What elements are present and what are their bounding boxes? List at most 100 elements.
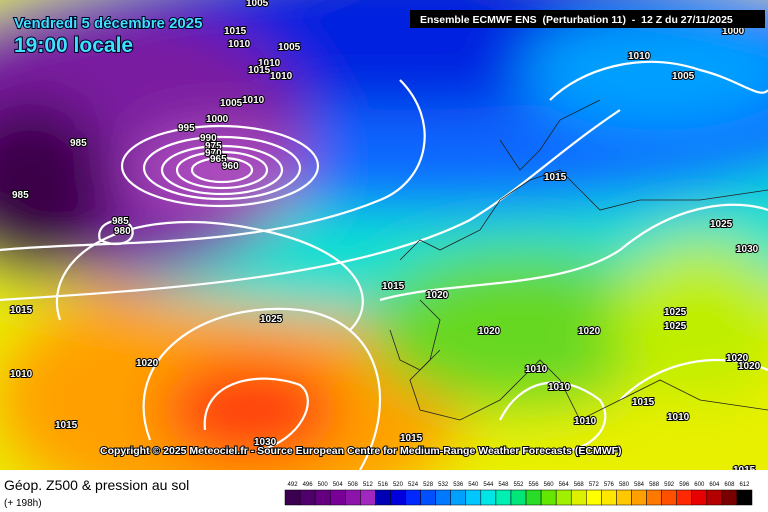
color-scale: 492 496 500 504 508 512 516 520 524 528 532 536 540 5… <box>284 482 753 506</box>
scale-label: 508 <box>348 482 359 488</box>
scale-swatch <box>405 489 421 506</box>
isobar-label: 990 <box>200 133 217 144</box>
isobar-label: 1015 <box>248 65 271 76</box>
scale-label: 588 <box>649 482 660 488</box>
scale-swatch <box>736 489 753 506</box>
scale-swatch <box>616 489 632 506</box>
isobar-label: 1025 <box>664 321 687 332</box>
isobar-label: 1000 <box>206 114 229 125</box>
isobar-label: 1015 <box>10 305 33 316</box>
isobar-label: 1000 <box>722 26 745 37</box>
scale-swatch <box>390 489 406 506</box>
scale-swatch <box>691 489 708 506</box>
model-info: Ensemble ECMWF ENS (Perturbation 11) - 1… <box>420 14 733 26</box>
isobar-label: 1005 <box>246 0 269 9</box>
coastlines <box>389 99 768 421</box>
scale-swatch <box>706 489 723 506</box>
isobar-label: 965 <box>210 154 227 165</box>
isobar-label: 1005 <box>672 71 695 82</box>
time: 19:00 locale <box>14 34 133 57</box>
scale-swatch <box>555 489 572 506</box>
scale-swatch <box>676 489 692 506</box>
isobar-label: 1010 <box>270 71 293 82</box>
scale-label: 504 <box>333 482 344 488</box>
scale-swatch <box>465 489 482 506</box>
isobar-label: 985 <box>70 138 87 149</box>
scale-swatch <box>420 489 436 506</box>
scale-label: 580 <box>619 482 630 488</box>
isobar-lines <box>0 60 768 470</box>
scale-label: 576 <box>604 482 615 488</box>
isobar-label: 1025 <box>664 307 687 318</box>
isobar-label: 985 <box>112 216 129 227</box>
isobar-label: 970 <box>205 148 222 159</box>
isobar-label: 1015 <box>55 420 78 431</box>
scale-swatch <box>314 489 331 506</box>
scale-label: 492 <box>288 482 299 488</box>
isobar-label: 1020 <box>726 353 749 364</box>
isobar-label: 1020 <box>426 290 449 301</box>
scale-label: 536 <box>453 482 464 488</box>
isobar-label: 1020 <box>738 361 761 372</box>
isobar-label: 1010 <box>242 95 265 106</box>
scale-swatch <box>586 489 602 506</box>
scale-swatch <box>525 489 542 506</box>
scale-swatch <box>510 489 527 506</box>
isobar-label: 1015 <box>224 26 247 37</box>
footer-title: Géop. Z500 & pression au sol <box>4 477 189 493</box>
scale-swatch <box>375 489 391 506</box>
scale-swatch <box>329 489 346 506</box>
isobar-label: 1010 <box>574 416 597 427</box>
isobar-label: 975 <box>205 141 222 152</box>
isobar-label: 980 <box>114 226 131 237</box>
scale-label: 608 <box>724 482 735 488</box>
scale-label: 568 <box>574 482 585 488</box>
isobar-label: 1020 <box>578 326 601 337</box>
scale-label: 496 <box>303 482 314 488</box>
isobar-label: 1005 <box>220 98 243 109</box>
isobar-label: 1010 <box>667 412 690 423</box>
scale-swatch <box>631 489 647 506</box>
isobar-label: 1020 <box>478 326 501 337</box>
scale-label: 520 <box>393 482 404 488</box>
scale-swatch <box>495 489 512 506</box>
scale-label: 548 <box>498 482 509 488</box>
scale-label: 584 <box>634 482 645 488</box>
scale-label: 556 <box>529 482 540 488</box>
isobar-label: 1015 <box>400 433 423 444</box>
isobar-label: 1010 <box>228 39 251 50</box>
scale-swatch <box>284 489 301 506</box>
copyright: Copyright © 2025 Meteociel.fr - Source E… <box>100 445 622 457</box>
scale-swatch <box>299 489 316 506</box>
scale-swatch <box>570 489 587 506</box>
isobar-label: 985 <box>12 190 29 201</box>
scale-swatch <box>540 489 557 506</box>
scale-label: 612 <box>739 482 750 488</box>
scale-label: 500 <box>318 482 329 488</box>
scale-swatch <box>480 489 497 506</box>
footer-lead: (+ 198h) <box>4 498 42 509</box>
scale-swatch <box>601 489 617 506</box>
scale-swatch <box>661 489 677 506</box>
scale-label: 524 <box>408 482 419 488</box>
isobar-label: 1015 <box>544 172 567 183</box>
isobar-label: 960 <box>222 161 239 172</box>
scale-swatch <box>646 489 662 506</box>
scale-label: 552 <box>513 482 524 488</box>
scale-label: 604 <box>709 482 720 488</box>
model-box <box>410 10 765 28</box>
isobar-label: 1010 <box>628 51 651 62</box>
isobar-label: 1015 <box>632 397 655 408</box>
isobar-label: 1010 <box>258 58 281 69</box>
isobar-label: 1010 <box>548 382 571 393</box>
isobar-label: 995 <box>178 123 195 134</box>
scale-label: 600 <box>694 482 705 488</box>
scale-swatch <box>435 489 451 506</box>
scale-swatch <box>345 489 361 506</box>
isobar-label: 1020 <box>136 358 159 369</box>
scale-label: 544 <box>483 482 494 488</box>
scale-label: 516 <box>378 482 389 488</box>
